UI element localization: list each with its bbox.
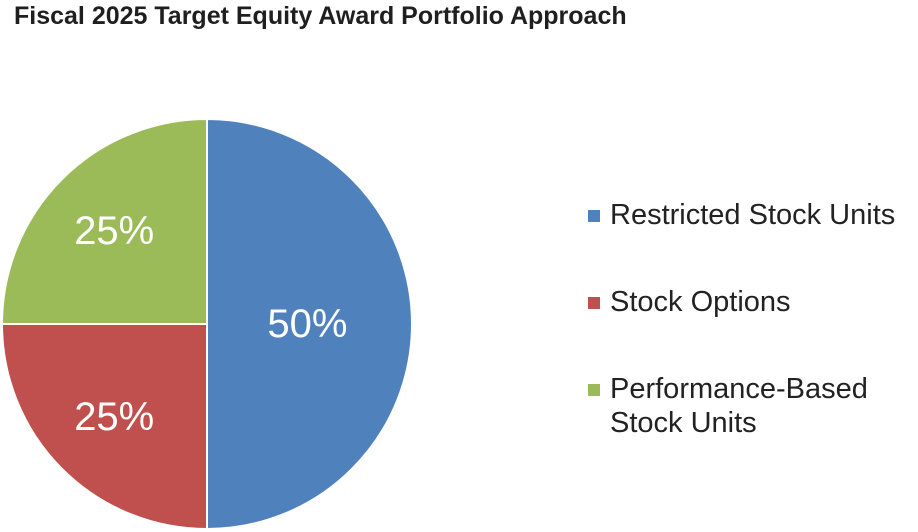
legend-swatch-performance-based-stock-units [588, 384, 600, 396]
legend-label-performance-based-stock-units: Performance-Based Stock Units [610, 373, 868, 439]
legend-item-restricted-stock-units: Restricted Stock Units [588, 198, 918, 232]
pie-slice-performance-based-stock-units [0, 117, 208, 325]
data-label-stock-options: 25% [74, 395, 154, 439]
chart-title: Fiscal 2025 Target Equity Award Portfoli… [14, 2, 627, 30]
legend: Restricted Stock Units Stock Options Per… [588, 198, 918, 493]
legend-swatch-stock-options [588, 297, 600, 309]
pie-slice-restricted-stock-units [206, 117, 413, 531]
pie-slice-stock-options [0, 323, 208, 531]
legend-label-restricted-stock-units: Restricted Stock Units [610, 199, 896, 231]
legend-swatch-restricted-stock-units [588, 210, 600, 222]
data-label-restricted-stock-units: 50% [267, 302, 347, 346]
legend-item-performance-based-stock-units: Performance-Based Stock Units [588, 372, 918, 440]
data-label-performance-based-stock-units: 25% [74, 209, 154, 253]
legend-label-stock-options: Stock Options [610, 286, 791, 318]
legend-item-stock-options: Stock Options [588, 285, 918, 319]
